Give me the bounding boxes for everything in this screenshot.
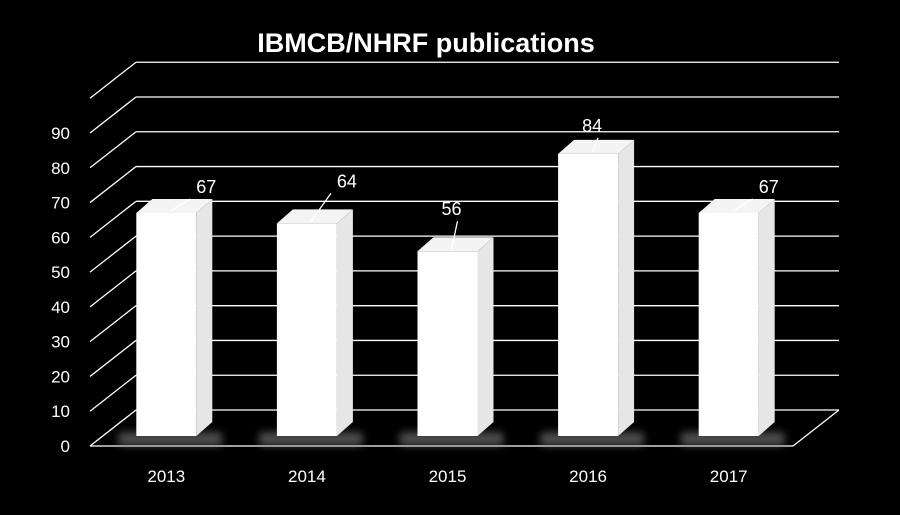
data-label: 64 bbox=[337, 171, 357, 191]
floor-right-edge bbox=[792, 409, 840, 447]
gridline-diagonal bbox=[89, 61, 137, 99]
bar bbox=[417, 251, 478, 436]
chart-title: IBMCB/NHRF publications bbox=[257, 28, 595, 58]
bar bbox=[698, 212, 759, 436]
y-tick-label: 40 bbox=[51, 298, 70, 317]
gridline-diagonal bbox=[89, 200, 137, 238]
x-tick-label: 2015 bbox=[429, 467, 467, 486]
bar bbox=[276, 223, 337, 436]
y-tick-label: 70 bbox=[51, 194, 70, 213]
gridline-diagonal bbox=[89, 131, 137, 169]
gridline-diagonal bbox=[89, 235, 137, 273]
y-tick-label: 50 bbox=[51, 263, 70, 282]
data-label-leader bbox=[732, 198, 754, 212]
x-tick-label: 2016 bbox=[569, 467, 607, 486]
y-tick-label: 20 bbox=[51, 367, 70, 386]
x-tick-label: 2017 bbox=[710, 467, 748, 486]
bar-side bbox=[618, 139, 635, 436]
x-tick-label: 2013 bbox=[147, 467, 185, 486]
data-label: 56 bbox=[441, 199, 461, 219]
bar-top bbox=[417, 237, 494, 252]
y-tick-label: 0 bbox=[61, 437, 70, 456]
data-label: 67 bbox=[759, 177, 779, 197]
bar-top bbox=[136, 198, 213, 213]
data-label-leader bbox=[450, 221, 459, 250]
y-tick-label: 60 bbox=[51, 228, 70, 247]
data-label: 84 bbox=[582, 116, 602, 136]
bar-side bbox=[477, 237, 494, 436]
y-tick-label: 80 bbox=[51, 159, 70, 178]
bar bbox=[136, 212, 197, 436]
y-tick-label: 10 bbox=[51, 402, 70, 421]
gridline-diagonal bbox=[89, 305, 137, 343]
data-label: 67 bbox=[196, 177, 216, 197]
bar bbox=[558, 153, 619, 436]
gridline-diagonal bbox=[89, 96, 137, 134]
data-label-leader bbox=[591, 137, 599, 153]
bar-side bbox=[758, 198, 775, 436]
bar-top bbox=[558, 139, 635, 154]
bar-side bbox=[336, 209, 353, 436]
data-label-leader bbox=[169, 198, 191, 212]
gridline-diagonal bbox=[89, 166, 137, 204]
bar-side bbox=[196, 198, 213, 436]
y-tick-label: 90 bbox=[51, 124, 70, 143]
x-tick-label: 2014 bbox=[288, 467, 326, 486]
gridline-diagonal bbox=[89, 409, 137, 447]
bar-top bbox=[698, 198, 775, 213]
y-tick-label: 30 bbox=[51, 333, 70, 352]
data-label-leader bbox=[310, 193, 332, 222]
gridline-diagonal bbox=[89, 339, 137, 377]
gridline-diagonal bbox=[89, 374, 137, 412]
gridline-diagonal bbox=[89, 270, 137, 308]
